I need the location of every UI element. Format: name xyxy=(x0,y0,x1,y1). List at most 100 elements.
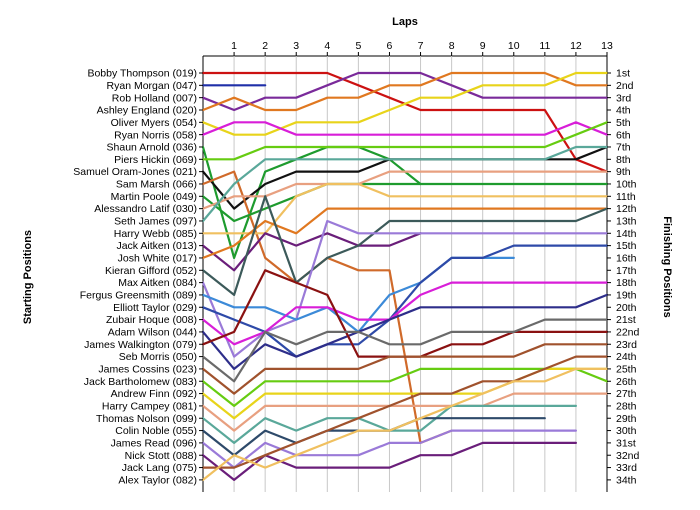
starting-position-label: James Cossins (023) xyxy=(98,364,197,376)
laps-axis-title: Laps xyxy=(392,16,418,28)
finishing-position-label: 14th xyxy=(616,228,637,240)
lap-tick-label: 9 xyxy=(480,40,486,52)
starting-position-label: Jack Bartholomew (083) xyxy=(84,376,197,388)
series-line xyxy=(201,392,609,432)
lap-tick-label: 10 xyxy=(508,40,520,52)
finishing-position-label: 22nd xyxy=(616,327,640,339)
starting-position-label: Jack Lang (075) xyxy=(122,462,197,474)
finishing-position-label: 29th xyxy=(616,413,637,425)
finishing-position-label: 24th xyxy=(616,351,637,363)
finishing-position-label: 10th xyxy=(616,179,637,191)
lap-tick-label: 5 xyxy=(355,40,361,52)
finishing-position-label: 21st xyxy=(616,314,636,326)
series-line xyxy=(201,281,609,346)
starting-positions-axis-title: Starting Positions xyxy=(22,230,34,324)
series-line xyxy=(201,367,609,481)
series-line xyxy=(201,145,609,223)
finishing-position-label: 17th xyxy=(616,265,637,277)
finishing-position-label: 26th xyxy=(616,376,637,388)
finishing-position-labels: 1st2nd3rd4th5th6th7th8th9th10th11th12th1… xyxy=(607,68,640,486)
finishing-position-label: 11th xyxy=(616,191,636,203)
starting-position-label: Zubair Hoque (008) xyxy=(106,314,197,326)
finishing-position-label: 8th xyxy=(616,154,631,166)
series-line xyxy=(201,121,609,161)
finishing-position-label: 1st xyxy=(616,68,630,80)
starting-position-label: Colin Noble (055) xyxy=(115,425,197,437)
finishing-position-label: 33rd xyxy=(616,462,637,474)
finishing-position-label: 28th xyxy=(616,401,637,413)
finishing-position-label: 3rd xyxy=(616,92,631,104)
series-lines xyxy=(201,71,609,481)
series-line xyxy=(201,71,609,112)
finishing-position-label: 4th xyxy=(616,105,631,117)
starting-position-label: Piers Hickin (069) xyxy=(114,154,197,166)
starting-position-label: Alessandro Latif (030) xyxy=(94,203,197,215)
starting-position-label: Fergus Greensmith (089) xyxy=(80,290,197,302)
series-line xyxy=(201,145,422,259)
lap-tick-label: 11 xyxy=(539,40,550,52)
lap-tick-labels: 1 2 3 4 5 6 7 8 9 10 11 12 13 xyxy=(231,40,613,56)
series-line xyxy=(201,71,609,136)
starting-position-label: Max Aitken (084) xyxy=(118,277,197,289)
series-line xyxy=(201,71,609,112)
series-line xyxy=(201,182,609,223)
lap-tick-label: 7 xyxy=(418,40,424,52)
finishing-position-label: 13th xyxy=(616,216,637,228)
starting-position-label: Elliott Taylor (029) xyxy=(113,302,197,314)
finishing-position-label: 32nd xyxy=(616,450,640,462)
starting-position-label: James Walkington (079) xyxy=(84,339,197,351)
finishing-position-label: 12th xyxy=(616,203,637,215)
finishing-position-label: 5th xyxy=(616,117,631,129)
series-line xyxy=(201,121,609,136)
lap-tick-label: 4 xyxy=(324,40,330,52)
starting-position-label: Ryan Morgan (047) xyxy=(107,80,197,92)
starting-position-labels: Bobby Thompson (019)Ryan Morgan (047)Rob… xyxy=(73,68,203,486)
starting-position-label: Ryan Norris (058) xyxy=(114,129,197,141)
series-line xyxy=(201,244,609,358)
series-line xyxy=(201,232,422,272)
series-line xyxy=(201,429,578,469)
series-line xyxy=(201,355,609,469)
series-line xyxy=(201,219,609,358)
starting-position-label: Thomas Nolson (099) xyxy=(96,413,197,425)
series-line xyxy=(201,195,609,296)
finishing-position-label: 34th xyxy=(616,474,637,486)
series-line xyxy=(201,207,609,259)
starting-position-label: Josh White (017) xyxy=(118,253,197,265)
lap-tick-label: 6 xyxy=(387,40,393,52)
series-line xyxy=(201,367,609,407)
finishing-position-label: 9th xyxy=(616,166,631,178)
finishing-position-label: 18th xyxy=(616,277,637,289)
starting-position-label: Ashley England (020) xyxy=(97,105,197,117)
starting-position-label: Oliver Myers (054) xyxy=(111,117,197,129)
finishing-position-label: 23rd xyxy=(616,339,637,351)
series-line xyxy=(201,293,609,370)
starting-position-label: Rob Holland (007) xyxy=(112,92,197,104)
series-line xyxy=(201,170,609,210)
finishing-position-label: 27th xyxy=(616,388,637,400)
finishing-position-label: 2nd xyxy=(616,80,634,92)
series-line xyxy=(201,182,609,235)
starting-position-label: Andrew Finn (092) xyxy=(111,388,197,400)
lap-tick-label: 8 xyxy=(449,40,455,52)
starting-position-label: Samuel Oram-Jones (021) xyxy=(73,166,197,178)
lap-tick-label: 13 xyxy=(601,40,613,52)
finishing-position-label: 6th xyxy=(616,129,631,141)
lap-tick-label: 12 xyxy=(570,40,582,52)
starting-position-label: Nick Stott (088) xyxy=(125,450,197,462)
starting-position-label: Jack Aitken (013) xyxy=(116,240,197,252)
starting-position-label: Bobby Thompson (019) xyxy=(87,68,197,80)
lap-tick-label: 2 xyxy=(262,40,268,52)
finishing-position-label: 16th xyxy=(616,253,637,265)
finishing-positions-axis-title: Finishing Positions xyxy=(661,216,673,317)
starting-position-label: Kieran Gifford (052) xyxy=(105,265,197,277)
finishing-position-label: 20th xyxy=(616,302,637,314)
starting-position-label: Seb Morris (050) xyxy=(119,351,197,363)
finishing-position-label: 7th xyxy=(616,142,631,154)
plot-grid xyxy=(202,55,608,492)
finishing-position-label: 15th xyxy=(616,240,637,252)
series-line xyxy=(201,318,609,383)
lap-tick-label: 1 xyxy=(231,40,237,52)
finishing-position-label: 25th xyxy=(616,364,637,376)
